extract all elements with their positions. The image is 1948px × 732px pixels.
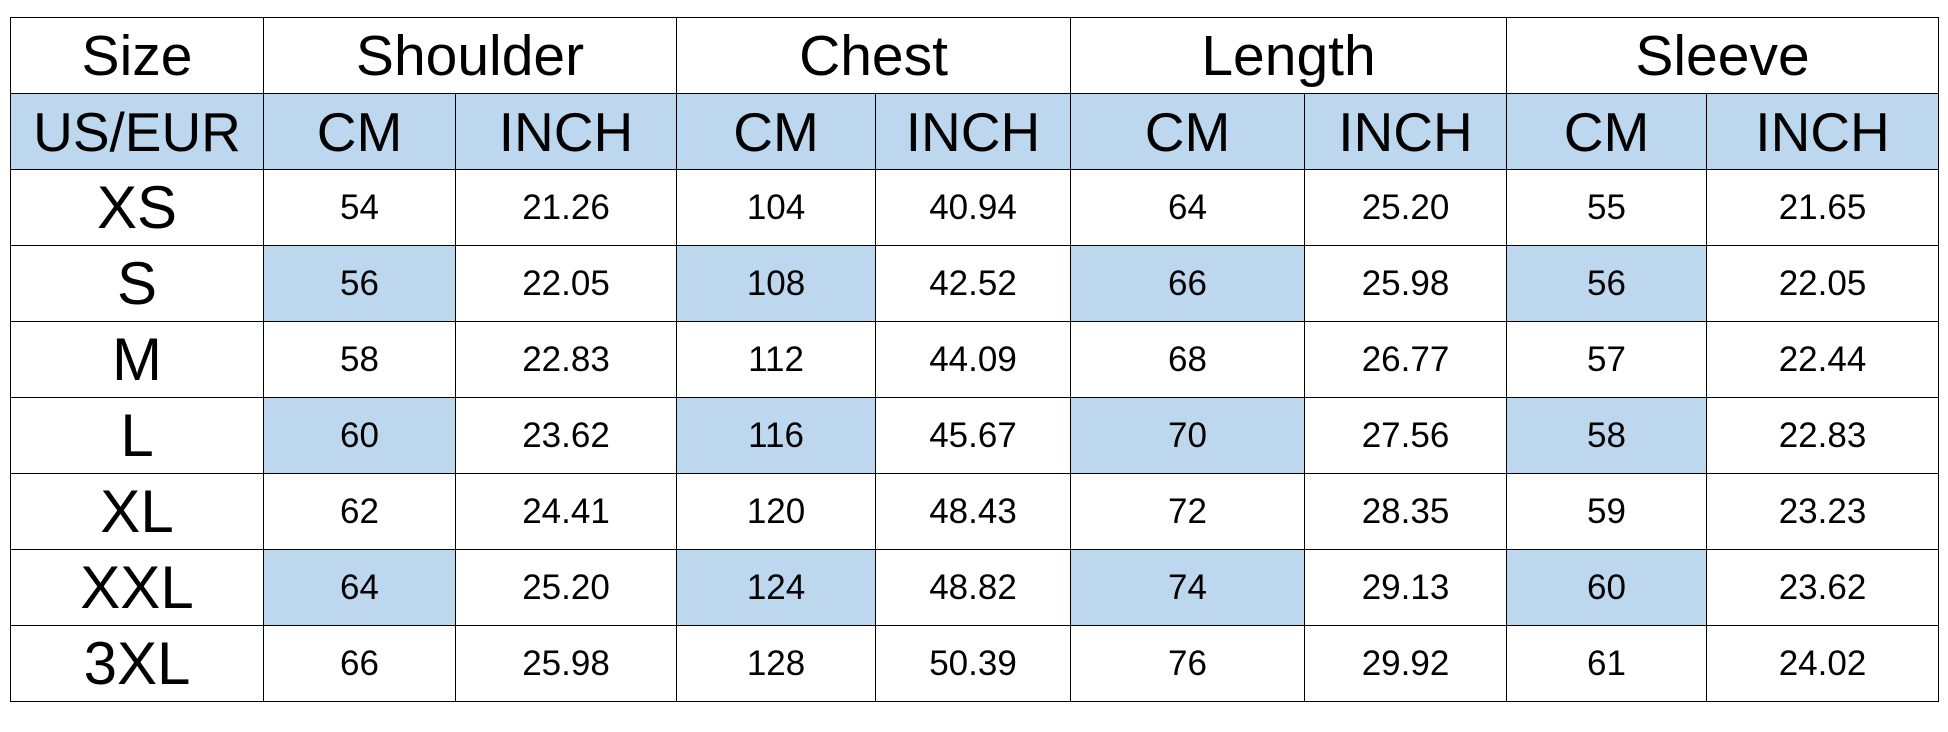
- data-row: XL 62 24.41 120 48.43 72 28.35 59 23.23: [10, 473, 1940, 550]
- value-cell: 108: [676, 245, 877, 322]
- value-cell: 22.83: [1706, 397, 1940, 474]
- value-cell: 61: [1506, 625, 1708, 702]
- value-cell: 24.41: [454, 473, 678, 550]
- value-cell: 56: [263, 245, 456, 322]
- value-cell: 54: [263, 169, 456, 246]
- value-cell: 26.77: [1304, 321, 1508, 398]
- value-cell: 48.82: [875, 549, 1072, 626]
- value-cell: 29.13: [1304, 549, 1508, 626]
- value-cell: 76: [1070, 625, 1306, 702]
- value-cell: 72: [1070, 473, 1306, 550]
- value-cell: 64: [1070, 169, 1306, 246]
- value-cell: 48.43: [875, 473, 1072, 550]
- subheader-cell: CM: [676, 93, 877, 170]
- value-cell: 128: [676, 625, 877, 702]
- value-cell: 21.65: [1706, 169, 1940, 246]
- value-cell: 66: [263, 625, 456, 702]
- subheader-cell: CM: [1070, 93, 1306, 170]
- value-cell: 57: [1506, 321, 1708, 398]
- value-cell: 42.52: [875, 245, 1072, 322]
- header-cell: Shoulder: [262, 17, 678, 94]
- value-cell: 22.44: [1706, 321, 1940, 398]
- size-cell: XXL: [10, 549, 264, 626]
- data-row: L 60 23.62 116 45.67 70 27.56 58 22.83: [10, 397, 1940, 474]
- value-cell: 24.02: [1706, 625, 1940, 702]
- size-cell: M: [10, 321, 264, 398]
- value-cell: 64: [263, 549, 456, 626]
- subheader-cell: INCH: [454, 93, 678, 170]
- size-cell: XS: [10, 169, 264, 246]
- value-cell: 112: [676, 321, 877, 398]
- value-cell: 22.05: [1706, 245, 1940, 322]
- value-cell: 23.62: [1706, 549, 1940, 626]
- data-row: M 58 22.83 112 44.09 68 26.77 57 22.44: [10, 321, 1940, 398]
- value-cell: 55: [1506, 169, 1708, 246]
- value-cell: 116: [676, 397, 877, 474]
- header-cell: Chest: [676, 17, 1072, 94]
- size-cell: L: [10, 397, 264, 474]
- value-cell: 58: [1506, 397, 1708, 474]
- data-row: 3XL 66 25.98 128 50.39 76 29.92 61 24.02: [10, 625, 1940, 702]
- value-cell: 25.98: [454, 625, 678, 702]
- size-cell: XL: [10, 473, 264, 550]
- header-cell: Size: [10, 17, 264, 94]
- value-cell: 70: [1070, 397, 1306, 474]
- header-cell: Sleeve: [1506, 17, 1940, 94]
- value-cell: 22.83: [454, 321, 678, 398]
- value-cell: 28.35: [1304, 473, 1508, 550]
- value-cell: 25.20: [454, 549, 678, 626]
- value-cell: 62: [263, 473, 456, 550]
- subheader-cell: INCH: [875, 93, 1072, 170]
- subheader-cell: CM: [1506, 93, 1708, 170]
- table-body: Size Shoulder Chest Length Sleeve US/EUR CM INC…: [10, 17, 1940, 702]
- data-row: S 56 22.05 108 42.52 66 25.98 56 22.05: [10, 245, 1940, 322]
- value-cell: 29.92: [1304, 625, 1508, 702]
- value-cell: 56: [1506, 245, 1708, 322]
- value-cell: 120: [676, 473, 877, 550]
- value-cell: 44.09: [875, 321, 1072, 398]
- value-cell: 124: [676, 549, 877, 626]
- data-row: XS 54 21.26 104 40.94 64 25.20 55 21.65: [10, 169, 1940, 246]
- subheader-cell: CM: [263, 93, 456, 170]
- value-cell: 50.39: [875, 625, 1072, 702]
- value-cell: 25.20: [1304, 169, 1508, 246]
- value-cell: 27.56: [1304, 397, 1508, 474]
- value-cell: 74: [1070, 549, 1306, 626]
- header-row: Size Shoulder Chest Length Sleeve: [10, 17, 1940, 94]
- data-row: XXL 64 25.20 124 48.82 74 29.13 60 23.62: [10, 549, 1940, 626]
- value-cell: 21.26: [454, 169, 678, 246]
- value-cell: 22.05: [454, 245, 678, 322]
- value-cell: 60: [263, 397, 456, 474]
- size-table: Size Shoulder Chest Length Sleeve US/EUR CM INC…: [10, 17, 1940, 702]
- value-cell: 104: [676, 169, 877, 246]
- subheader-row: US/EUR CM INCH CM INCH CM INCH CM INCH: [10, 93, 1940, 170]
- value-cell: 60: [1506, 549, 1708, 626]
- subheader-cell: INCH: [1304, 93, 1508, 170]
- value-cell: 23.23: [1706, 473, 1940, 550]
- value-cell: 58: [263, 321, 456, 398]
- value-cell: 23.62: [454, 397, 678, 474]
- value-cell: 25.98: [1304, 245, 1508, 322]
- size-cell: 3XL: [10, 625, 264, 702]
- value-cell: 66: [1070, 245, 1306, 322]
- value-cell: 59: [1506, 473, 1708, 550]
- subheader-cell: US/EUR: [10, 93, 264, 170]
- size-cell: S: [10, 245, 264, 322]
- subheader-cell: INCH: [1706, 93, 1940, 170]
- value-cell: 40.94: [875, 169, 1072, 246]
- value-cell: 68: [1070, 321, 1306, 398]
- value-cell: 45.67: [875, 397, 1072, 474]
- header-cell: Length: [1070, 17, 1508, 94]
